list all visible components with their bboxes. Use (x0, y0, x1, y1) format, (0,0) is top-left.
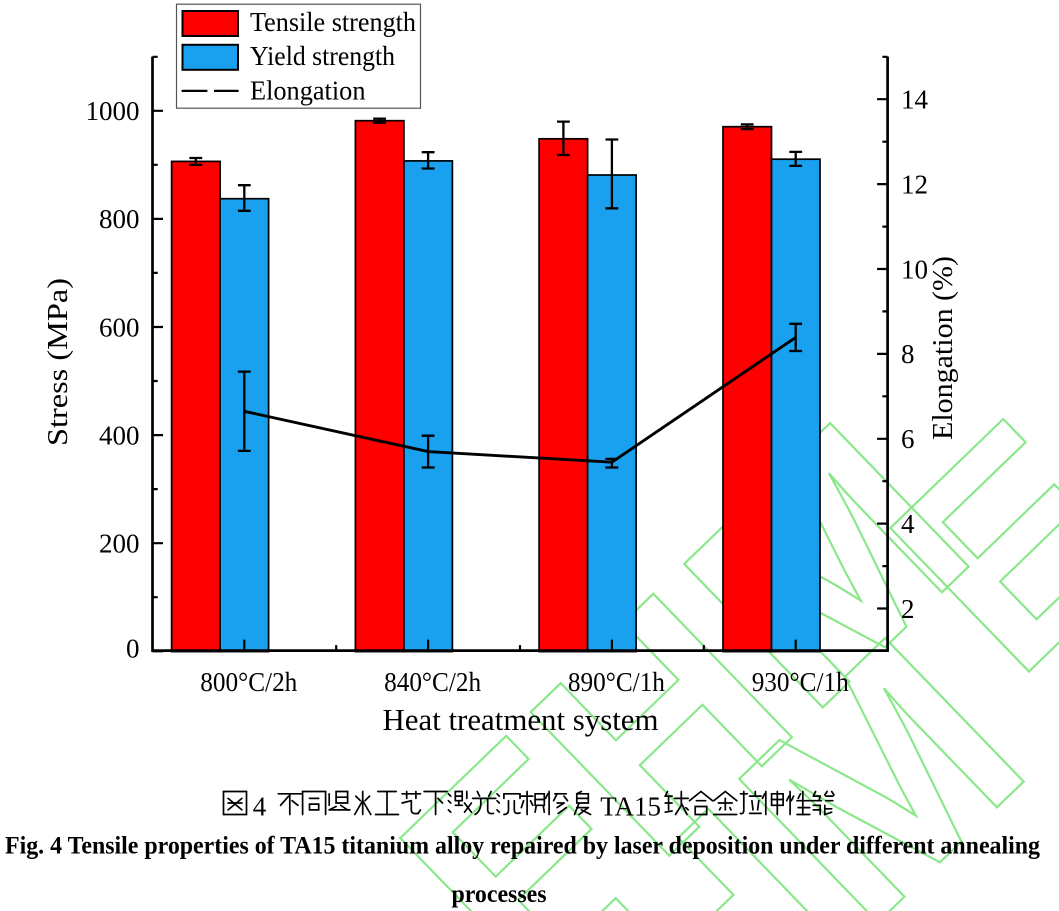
svg-text:Elongation (%): Elongation (%) (928, 256, 959, 440)
svg-text:930°C/1h: 930°C/1h (752, 667, 849, 697)
svg-text:TA15: TA15 (600, 792, 661, 822)
svg-text:1000: 1000 (86, 96, 140, 126)
svg-text:890°C/1h: 890°C/1h (568, 667, 665, 697)
svg-text:Elongation: Elongation (250, 76, 366, 106)
svg-text:600: 600 (99, 312, 140, 342)
svg-text:14: 14 (901, 85, 929, 115)
svg-text:12: 12 (901, 169, 928, 199)
svg-text:0: 0 (126, 634, 140, 664)
svg-text:4: 4 (901, 509, 915, 539)
svg-text:840°C/2h: 840°C/2h (384, 667, 481, 697)
svg-text:800°C/2h: 800°C/2h (200, 667, 297, 697)
svg-text:400: 400 (99, 420, 140, 450)
svg-text:Tensile strength: Tensile strength (250, 7, 416, 37)
svg-text:2: 2 (901, 594, 915, 624)
svg-text:800: 800 (99, 204, 140, 234)
svg-text:Fig. 4 Tensile properties of T: Fig. 4 Tensile properties of TA15 titani… (5, 833, 1040, 860)
svg-text:10: 10 (901, 254, 928, 284)
svg-text:processes: processes (452, 881, 547, 908)
svg-text:6: 6 (901, 424, 915, 454)
svg-text:Stress (MPa): Stress (MPa) (43, 278, 74, 446)
svg-text:200: 200 (99, 529, 140, 559)
svg-text:4: 4 (253, 792, 267, 822)
svg-text:Yield strength: Yield strength (250, 41, 395, 71)
svg-text:8: 8 (901, 339, 915, 369)
svg-text:Heat treatment system: Heat treatment system (383, 702, 659, 737)
